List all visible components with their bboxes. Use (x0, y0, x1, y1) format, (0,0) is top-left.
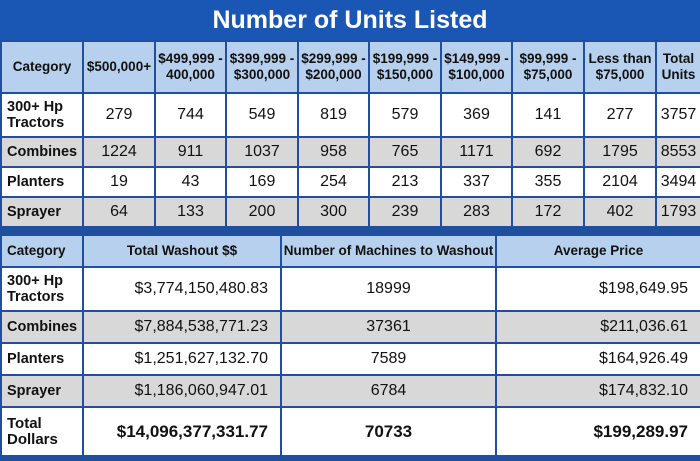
machines-cell: 18999 (280, 266, 497, 312)
machines-cell: 7589 (280, 342, 497, 376)
table-row: Planters 19 43 169 254 213 337 355 2104 3494 (0, 166, 700, 198)
page-title: Number of Units Listed (0, 0, 700, 40)
table-cell: 277 (583, 92, 657, 138)
units-table: Category $500,000+ $499,999 -400,000 $399,9… (0, 40, 700, 228)
table-row: Combines $7,884,538,771.23 37361 $211,036.6… (0, 310, 700, 344)
row-category: Combines (0, 136, 84, 168)
column-header: $299,999 - $200,000 (297, 40, 370, 94)
table-cell: 1224 (82, 136, 156, 168)
table-row: Sprayer $1,186,060,947.01 6784 $174,832.10 (0, 374, 700, 408)
column-header: $149,999 - $100,000 (440, 40, 513, 94)
table-cell: 958 (297, 136, 370, 168)
table-cell: 765 (368, 136, 442, 168)
column-header: $500,000+ (82, 40, 156, 94)
table-cell: 3757 (655, 92, 700, 138)
row-category: 300+ Hp Tractors (0, 92, 84, 138)
total-washout-cell: $1,186,060,947.01 (82, 374, 282, 408)
column-header: Average Price (495, 234, 700, 268)
table-row: Planters $1,251,627,132.70 7589 $164,926.49 (0, 342, 700, 376)
average-price-cell: $211,036.61 (495, 310, 700, 344)
column-header: $99,999 - $75,000 (511, 40, 585, 94)
column-header: Less than $75,000 (583, 40, 657, 94)
table-cell: 402 (583, 196, 657, 228)
column-header: Total Washout $$ (82, 234, 282, 268)
total-label: Total Dollars (0, 406, 84, 457)
column-header: $399,999 - $300,000 (225, 40, 299, 94)
total-washout-sum: $14,096,377,331.77 (82, 406, 282, 457)
washout-table-header-row: Category Total Washout $$ Number of Machin… (0, 234, 700, 268)
row-category: Combines (0, 310, 84, 344)
table-cell: 283 (440, 196, 513, 228)
column-header: $199,999 - $150,000 (368, 40, 442, 94)
table-row: 300+ Hp Tractors 279 744 549 819 579 369 141 277… (0, 92, 700, 138)
machines-cell: 6784 (280, 374, 497, 408)
total-washout-cell: $3,774,150,480.83 (82, 266, 282, 312)
table-row: 300+ Hp Tractors $3,774,150,480.83 18999 $1… (0, 266, 700, 312)
row-category: Planters (0, 166, 84, 198)
table-cell: 213 (368, 166, 442, 198)
table-cell: 254 (297, 166, 370, 198)
column-header: $499,999 -400,000 (154, 40, 227, 94)
table-cell: 744 (154, 92, 227, 138)
average-price-cell: $174,832.10 (495, 374, 700, 408)
table-cell: 819 (297, 92, 370, 138)
table-cell: 200 (225, 196, 299, 228)
row-category: Sprayer (0, 196, 84, 228)
table-row: Combines 1224 911 1037 958 765 1171 692 1795 8553 (0, 136, 700, 168)
table-cell: 2104 (583, 166, 657, 198)
table-cell: 8553 (655, 136, 700, 168)
table-cell: 337 (440, 166, 513, 198)
table-cell: 19 (82, 166, 156, 198)
washout-table: Category Total Washout $$ Number of Machin… (0, 234, 700, 457)
table-cell: 172 (511, 196, 585, 228)
table-cell: 169 (225, 166, 299, 198)
column-header-category: Category (0, 40, 84, 94)
column-header: Number of Machines to Washout (280, 234, 497, 268)
table-cell: 692 (511, 136, 585, 168)
average-price-cell: $198,649.95 (495, 266, 700, 312)
units-table-header-row: Category $500,000+ $499,999 -400,000 $399,9… (0, 40, 700, 94)
table-cell: 579 (368, 92, 442, 138)
column-header: Total Units (655, 40, 700, 94)
table-cell: 1037 (225, 136, 299, 168)
row-category: 300+ Hp Tractors (0, 266, 84, 312)
total-washout-cell: $7,884,538,771.23 (82, 310, 282, 344)
table-cell: 3494 (655, 166, 700, 198)
table-cell: 239 (368, 196, 442, 228)
table-cell: 43 (154, 166, 227, 198)
total-average-price: $199,289.97 (495, 406, 700, 457)
table-cell: 369 (440, 92, 513, 138)
machines-cell: 37361 (280, 310, 497, 344)
total-washout-cell: $1,251,627,132.70 (82, 342, 282, 376)
total-machines-sum: 70733 (280, 406, 497, 457)
table-cell: 1793 (655, 196, 700, 228)
average-price-cell: $164,926.49 (495, 342, 700, 376)
table-cell: 133 (154, 196, 227, 228)
row-category: Planters (0, 342, 84, 376)
table-cell: 300 (297, 196, 370, 228)
row-category: Sprayer (0, 374, 84, 408)
table-cell: 355 (511, 166, 585, 198)
table-row: Sprayer 64 133 200 300 239 283 172 402 1793 (0, 196, 700, 228)
column-header-category: Category (0, 234, 84, 268)
table-cell: 64 (82, 196, 156, 228)
table-cell: 911 (154, 136, 227, 168)
total-row: Total Dollars $14,096,377,331.77 70733 $199… (0, 406, 700, 457)
table-cell: 1795 (583, 136, 657, 168)
table-cell: 279 (82, 92, 156, 138)
table-cell: 141 (511, 92, 585, 138)
table-cell: 549 (225, 92, 299, 138)
table-cell: 1171 (440, 136, 513, 168)
